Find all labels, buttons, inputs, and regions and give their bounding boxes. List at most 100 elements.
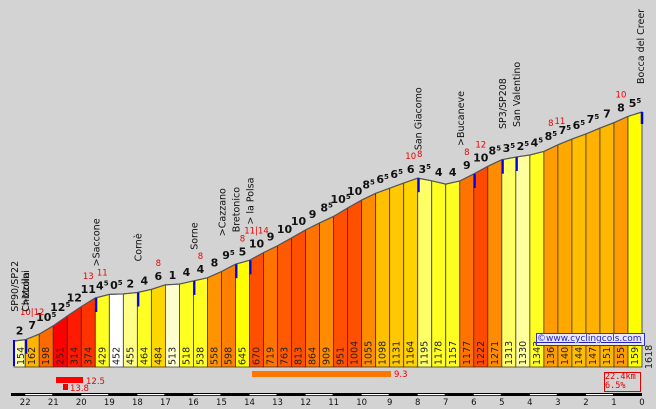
gradient-half: 5 (552, 130, 557, 138)
peak-gradient-marker: 10|12 (20, 308, 45, 318)
gradient-label: 8 (211, 257, 219, 270)
gradient-label: 6 (155, 270, 163, 283)
watermark[interactable]: ©www.cyclingcols.com (536, 333, 645, 346)
bar (515, 154, 531, 368)
place-label: San Giacomo (414, 87, 425, 150)
gradient-label: 9 (267, 231, 275, 244)
axis-tick-label: 17 (160, 398, 171, 408)
summit-elevation-label: 1618 (644, 345, 655, 369)
elevation-label: 251 (55, 347, 66, 365)
place-label: Bretonico (231, 187, 242, 232)
distance-axis-group: 22 21 20 19 18 17 16 15 14 13 12 11 10 9 8 7 6 5 4 3 2 1 0 (11, 393, 645, 408)
bar (627, 111, 643, 368)
gradient-half: 5 (636, 97, 641, 105)
gradient-label: 4 (141, 274, 149, 287)
place-label: Chizzola (21, 272, 32, 312)
elevation-label: 1445 (574, 341, 585, 365)
peak-gradient-marker: 12 (475, 140, 486, 150)
elevation-label: 1478 (588, 341, 599, 365)
elevation-label: 1098 (378, 341, 389, 365)
gradient-label: 4 (435, 166, 443, 179)
axis-segment (305, 394, 333, 396)
gradient-label: 05 (110, 279, 123, 292)
gradient-half: 5 (346, 193, 351, 201)
place-label: Cornè (133, 233, 144, 261)
place-label: > la Polsa (246, 178, 257, 225)
bar (473, 165, 489, 368)
gradient-half: 5 (65, 301, 70, 309)
place-label: >Molini (21, 270, 32, 306)
gradient-label: 105 (36, 311, 56, 324)
gradient-half: 5 (566, 124, 571, 132)
steepest-1km-bar (56, 377, 83, 383)
elevation-label: 864 (308, 347, 319, 365)
axis-tick-label: 6 (471, 398, 476, 408)
elevation-label: 670 (252, 347, 263, 365)
elevation-label: 909 (322, 347, 333, 365)
bar (333, 207, 349, 368)
bar (417, 177, 433, 368)
axis-segment (137, 394, 165, 396)
steepest-100m-bar (63, 384, 68, 390)
bar (403, 177, 419, 368)
peak-gradient-marker: 8 (240, 234, 245, 244)
peak-gradient-marker: 11 (97, 268, 108, 278)
elevation-label: 1408 (560, 341, 571, 365)
axis-tick-label: 10 (356, 398, 367, 408)
axis-tick-label: 22 (20, 398, 31, 408)
gradient-label: 11 (81, 283, 96, 296)
bar (487, 159, 503, 368)
peak-gradient-marker: 8 (198, 252, 203, 262)
axis-segment (473, 394, 501, 396)
axis-tick-label: 3 (555, 398, 560, 408)
elevation-label: 374 (83, 347, 94, 365)
bar (599, 122, 615, 368)
gradient-label: 12 (67, 292, 82, 305)
gradient-half: 5 (426, 163, 431, 171)
gradient-half: 5 (104, 279, 109, 287)
elevation-label: 1343 (532, 341, 543, 365)
elevation-label: 464 (139, 347, 150, 365)
gradient-label: 45 (96, 279, 109, 292)
elevation-label: 813 (294, 347, 305, 365)
elevation-label: 1004 (350, 341, 361, 365)
gradient-label: 65 (573, 119, 586, 132)
axis-tick-label: 5 (499, 398, 504, 408)
gradient-label: 1 (169, 269, 177, 282)
bar (459, 173, 475, 368)
elevation-label: 513 (167, 347, 178, 365)
gradient-label: 55 (629, 97, 642, 110)
place-label: Sorne (189, 222, 200, 250)
gradient-label: 65 (376, 173, 389, 186)
place-label: >Saccone (91, 218, 102, 266)
elevation-label: 1157 (448, 341, 459, 365)
elevation-label: 484 (153, 347, 164, 365)
gradient-half: 5 (524, 140, 529, 148)
bar (445, 180, 461, 368)
place-label: >Cazzano (217, 188, 228, 236)
peak-gradient-marker: 8 (464, 148, 469, 158)
elevation-label: 538 (195, 347, 206, 365)
elevation-label: 719 (266, 347, 277, 365)
elevation-label: 1313 (504, 341, 515, 365)
gradient-label: 10 (249, 238, 265, 251)
elevation-labels-group: 154 162 198 251 314 374 429 452 455 464 484 513 518 5… (16, 341, 655, 369)
long-stretch-label: 9.3 (394, 370, 408, 380)
elevation-label: 1590 (630, 341, 641, 365)
bar (319, 215, 335, 368)
axis-segment (529, 394, 557, 396)
elevation-label: 1131 (392, 341, 403, 365)
axis-segment (193, 394, 221, 396)
peak-gradient-marker: 11 (554, 117, 565, 127)
gradient-label: 85 (489, 145, 502, 158)
axis-tick-label: 1 (611, 398, 616, 408)
gradient-label: 2 (127, 278, 135, 291)
axis-tick-label: 13 (272, 398, 283, 408)
bars-group (13, 111, 643, 368)
peak-gradient-marker: 10 (616, 90, 627, 100)
gradient-label: 10 (473, 151, 489, 164)
axis-tick-label: 20 (76, 398, 87, 408)
place-label: >Bucaneve (456, 91, 467, 146)
elevation-label: 198 (41, 347, 52, 365)
